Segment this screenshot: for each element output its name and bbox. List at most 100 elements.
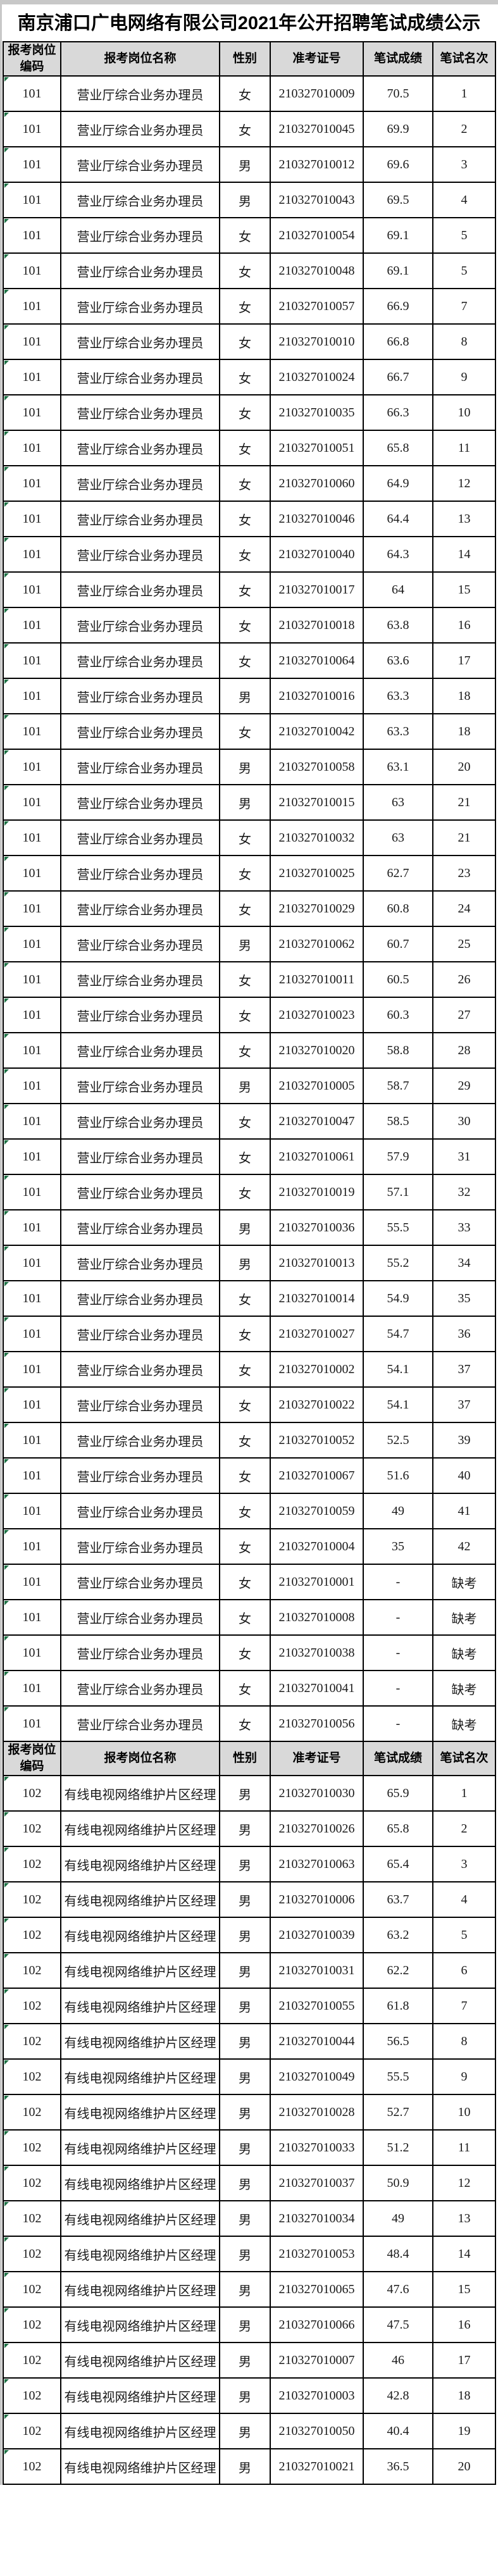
cell-position-name: 营业厅综合业务办理员	[60, 855, 220, 892]
cell-ticket-number: 210327010008	[270, 1599, 364, 1636]
table-row: 101 营业厅综合业务办理员女 210327010004 35 42	[3, 1528, 496, 1565]
table-row: 101 营业厅综合业务办理员女 210327010020 58.8 28	[3, 1032, 496, 1069]
cell-ticket-number: 210327010012	[270, 146, 364, 183]
cell-rank: 6	[432, 1952, 496, 1989]
cell-position-name: 营业厅综合业务办理员	[60, 1634, 220, 1671]
table-row: 101 营业厅综合业务办理员女 210327010040 64.3 14	[3, 536, 496, 573]
cell-gender: 男	[219, 1209, 271, 1246]
cell-score: 57.9	[363, 1138, 433, 1175]
cell-ticket-number: 210327010028	[270, 2094, 364, 2131]
cell-score: 35	[363, 1528, 433, 1565]
cell-position-name: 营业厅综合业务办理员	[60, 1351, 220, 1388]
cell-score: 61.8	[363, 1988, 433, 2024]
position-code-text: 101	[22, 830, 42, 845]
cell-gender: 女	[219, 1422, 271, 1459]
cell-position-name: 有线电视网络维护片区经理	[60, 2306, 220, 2343]
cell-score: 63	[363, 819, 433, 856]
cell-ticket-number: 210327010031	[270, 1952, 364, 1989]
cell-position-name: 营业厅综合业务办理员	[60, 146, 220, 183]
cell-position-code: 101	[3, 749, 61, 785]
excel-error-flag-icon	[4, 219, 9, 223]
position-code-text: 101	[22, 1645, 42, 1660]
position-code-text: 102	[22, 2246, 42, 2261]
excel-error-flag-icon	[4, 77, 9, 82]
position-code-text: 101	[22, 228, 42, 242]
excel-error-flag-icon	[4, 2450, 9, 2455]
position-code-text: 102	[22, 2034, 42, 2048]
cell-score: 66.8	[363, 323, 433, 360]
cell-score: -	[363, 1705, 433, 1742]
table-row: 102 有线电视网络维护片区经理男 210327010039 63.2 5	[3, 1917, 496, 1953]
cell-rank: 31	[432, 1138, 496, 1175]
position-code-text: 101	[22, 1574, 42, 1589]
position-code-text: 101	[22, 1220, 42, 1235]
position-code-text: 101	[22, 901, 42, 916]
excel-error-flag-icon	[4, 1954, 9, 1958]
excel-error-flag-icon	[4, 1848, 9, 1852]
cell-gender: 女	[219, 1493, 271, 1529]
position-code-text: 101	[22, 724, 42, 738]
position-code-text: 101	[22, 1397, 42, 1412]
cell-gender: 女	[219, 465, 271, 502]
cell-position-code: 102	[3, 1952, 61, 1989]
position-code-text: 101	[22, 192, 42, 207]
cell-rank: 36	[432, 1316, 496, 1352]
cell-position-code: 102	[3, 1988, 61, 2024]
table-row: 101 营业厅综合业务办理员女 210327010002 54.1 37	[3, 1351, 496, 1388]
excel-error-flag-icon	[4, 1883, 9, 1888]
cell-position-name: 有线电视网络维护片区经理	[60, 1810, 220, 1847]
cell-gender: 男	[219, 2023, 271, 2060]
cell-position-name: 有线电视网络维护片区经理	[60, 2413, 220, 2449]
cell-position-name: 营业厅综合业务办理员	[60, 571, 220, 608]
cell-position-code: 101	[3, 359, 61, 395]
position-code-text: 101	[22, 511, 42, 526]
excel-error-flag-icon	[4, 2131, 9, 2136]
cell-rank: 8	[432, 2023, 496, 2060]
cell-position-code: 101	[3, 1564, 61, 1600]
cell-rank: 1	[432, 75, 496, 112]
cell-rank: 12	[432, 2165, 496, 2201]
table-row: 101 营业厅综合业务办理员女 210327010046 64.4 13	[3, 501, 496, 537]
cell-position-code: 101	[3, 75, 61, 112]
cell-rank: 缺考	[432, 1564, 496, 1600]
cell-rank: 33	[432, 1209, 496, 1246]
cell-score: 48.4	[363, 2236, 433, 2272]
cell-position-code: 101	[3, 1705, 61, 1742]
cell-gender: 男	[219, 784, 271, 821]
cell-position-code: 101	[3, 1457, 61, 1494]
table-row: 101 营业厅综合业务办理员女 210327010027 54.7 36	[3, 1316, 496, 1352]
cell-rank: 15	[432, 571, 496, 608]
cell-ticket-number: 210327010049	[270, 2058, 364, 2095]
cell-gender: 男	[219, 1952, 271, 1989]
cell-ticket-number: 210327010034	[270, 2200, 364, 2237]
table-header-row: 报考岗位编码 报考岗位名称 性别 准考证号 笔试成绩 笔试名次	[3, 1741, 496, 1776]
position-code-text: 101	[22, 476, 42, 490]
excel-error-flag-icon	[4, 1034, 9, 1038]
cell-ticket-number: 210327010055	[270, 1988, 364, 2024]
cell-ticket-number: 210327010047	[270, 1103, 364, 1140]
cell-gender: 女	[219, 997, 271, 1033]
excel-error-flag-icon	[4, 963, 9, 968]
cell-ticket-number: 210327010061	[270, 1138, 364, 1175]
cell-position-code: 101	[3, 1245, 61, 1281]
excel-error-flag-icon	[4, 467, 9, 471]
cell-ticket-number: 210327010044	[270, 2023, 364, 2060]
table-row: 102 有线电视网络维护片区经理男 210327010021 36.5 20	[3, 2448, 496, 2485]
cell-score: 63.1	[363, 749, 433, 785]
cell-position-code: 102	[3, 2058, 61, 2095]
table-row: 101 营业厅综合业务办理员女 210327010023 60.3 27	[3, 997, 496, 1033]
cell-gender: 女	[219, 1705, 271, 1742]
cell-score: 66.3	[363, 394, 433, 431]
cell-position-name: 营业厅综合业务办理员	[60, 926, 220, 962]
cell-rank: 3	[432, 1846, 496, 1882]
position-code-text: 101	[22, 795, 42, 809]
position-code-text: 101	[22, 618, 42, 632]
cell-score: 60.7	[363, 926, 433, 962]
table-row: 101 营业厅综合业务办理员男 210327010016 63.3 18	[3, 678, 496, 714]
cell-rank: 42	[432, 1528, 496, 1565]
table-row: 101 营业厅综合业务办理员男 210327010036 55.5 33	[3, 1209, 496, 1246]
cell-position-code: 101	[3, 961, 61, 998]
cell-ticket-number: 210327010045	[270, 111, 364, 147]
table-row: 101 营业厅综合业务办理员女 210327010064 63.6 17	[3, 642, 496, 679]
table-row: 101 营业厅综合业务办理员女 210327010047 58.5 30	[3, 1103, 496, 1140]
